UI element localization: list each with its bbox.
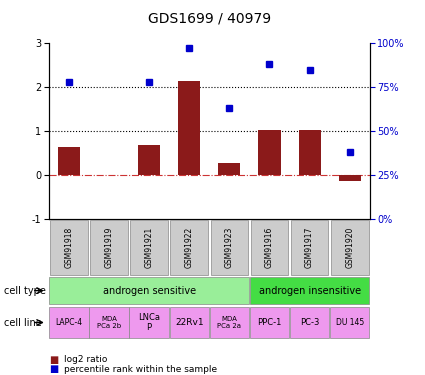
- FancyBboxPatch shape: [130, 220, 168, 275]
- Text: LAPC-4: LAPC-4: [55, 318, 82, 327]
- FancyBboxPatch shape: [130, 307, 169, 338]
- Text: androgen insensitive: androgen insensitive: [258, 286, 361, 296]
- Text: LNCa
P: LNCa P: [138, 313, 160, 332]
- FancyBboxPatch shape: [331, 220, 368, 275]
- FancyBboxPatch shape: [170, 220, 208, 275]
- Text: percentile rank within the sample: percentile rank within the sample: [64, 365, 217, 374]
- Text: 22Rv1: 22Rv1: [175, 318, 204, 327]
- Text: PPC-1: PPC-1: [257, 318, 282, 327]
- Text: GSM91923: GSM91923: [225, 227, 234, 268]
- Text: log2 ratio: log2 ratio: [64, 356, 107, 364]
- Text: ■: ■: [49, 355, 58, 365]
- FancyBboxPatch shape: [49, 277, 249, 304]
- FancyBboxPatch shape: [90, 220, 128, 275]
- Text: cell type: cell type: [4, 286, 46, 296]
- Text: PC-3: PC-3: [300, 318, 319, 327]
- FancyBboxPatch shape: [291, 220, 329, 275]
- Text: GSM91921: GSM91921: [144, 227, 154, 268]
- FancyBboxPatch shape: [89, 307, 129, 338]
- FancyBboxPatch shape: [170, 307, 209, 338]
- Text: GSM91920: GSM91920: [345, 227, 354, 268]
- FancyBboxPatch shape: [330, 307, 369, 338]
- FancyBboxPatch shape: [250, 277, 369, 304]
- Text: GSM91919: GSM91919: [105, 227, 113, 268]
- Text: GSM91916: GSM91916: [265, 227, 274, 268]
- FancyBboxPatch shape: [290, 307, 329, 338]
- FancyBboxPatch shape: [210, 307, 249, 338]
- FancyBboxPatch shape: [50, 220, 88, 275]
- Text: MDA
PCa 2a: MDA PCa 2a: [217, 316, 241, 329]
- Bar: [218, 163, 241, 176]
- FancyBboxPatch shape: [49, 307, 88, 338]
- Text: MDA
PCa 2b: MDA PCa 2b: [97, 316, 121, 329]
- Text: GSM91917: GSM91917: [305, 227, 314, 268]
- Text: cell line: cell line: [4, 318, 42, 327]
- Text: androgen sensitive: androgen sensitive: [102, 286, 196, 296]
- Bar: [138, 146, 160, 176]
- Text: GSM91918: GSM91918: [65, 227, 74, 268]
- Bar: [298, 130, 320, 176]
- FancyBboxPatch shape: [251, 220, 288, 275]
- Bar: [178, 81, 200, 176]
- Text: GSM91922: GSM91922: [185, 227, 194, 268]
- Bar: [258, 130, 280, 176]
- Text: DU 145: DU 145: [336, 318, 364, 327]
- Bar: [58, 147, 80, 176]
- Text: ■: ■: [49, 364, 58, 374]
- Text: GDS1699 / 40979: GDS1699 / 40979: [148, 12, 271, 26]
- Bar: [339, 176, 361, 181]
- FancyBboxPatch shape: [210, 220, 248, 275]
- FancyBboxPatch shape: [250, 307, 289, 338]
